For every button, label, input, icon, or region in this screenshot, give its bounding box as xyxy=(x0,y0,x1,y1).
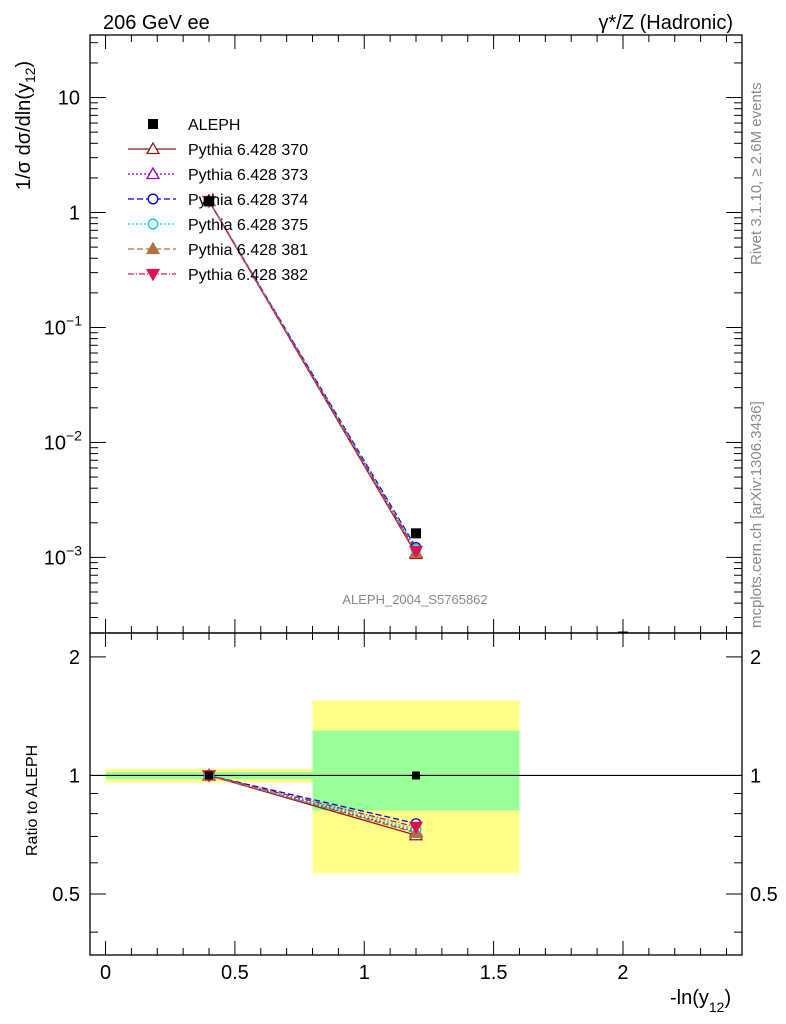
main-series-marker-5-1 xyxy=(408,545,424,559)
legend-label-0: Pythia 6.428 370 xyxy=(188,142,308,159)
y-tick-exp: −2 xyxy=(66,427,82,443)
y-tick-exp: −3 xyxy=(66,542,82,558)
ratio-series-marker-5-1 xyxy=(408,821,424,835)
legend-label-1: Pythia 6.428 373 xyxy=(188,167,308,184)
main-series-line-5 xyxy=(208,200,417,552)
uncertainty-bands xyxy=(105,700,520,874)
legend-label-data: ALEPH xyxy=(188,117,240,134)
x-tick-label: 0 xyxy=(100,962,111,984)
y-tick-base: 10 xyxy=(44,432,66,454)
x-axis-title: -ln(y12) xyxy=(670,987,731,1015)
legend-marker-0 xyxy=(145,141,161,155)
ratio-series-line-0 xyxy=(208,774,417,836)
x-tick-label: 0.5 xyxy=(221,962,249,984)
legend: ALEPH Pythia 6.428 370 Pythia 6.428 373 Pyt… xyxy=(128,117,308,284)
x-tick-label: 1 xyxy=(359,962,370,984)
y-tick-label: 10 xyxy=(58,88,80,110)
legend-marker-2 xyxy=(147,193,159,205)
series-lines xyxy=(208,200,417,836)
x-tick-label: 1.5 xyxy=(480,962,508,984)
y-tick-label: 1 xyxy=(69,203,80,225)
ratio-y-tick-label-right: 0.5 xyxy=(750,884,778,906)
band-green-1 xyxy=(312,730,520,811)
main-y-axis-title: 1/σ dσ/dln(y12) xyxy=(13,61,38,190)
header-right-text: γ*/Z (Hadronic) xyxy=(599,12,733,34)
mcplots-credit-text: mcplots.cern.ch [arXiv:1306.3436] xyxy=(748,401,765,628)
legend-label-3: Pythia 6.428 375 xyxy=(188,217,308,234)
ratio-series-line-5 xyxy=(208,774,417,828)
legend-label-2: Pythia 6.428 374 xyxy=(188,192,308,209)
y-tick-label: 10−2 xyxy=(44,427,82,454)
data-point-1 xyxy=(411,528,421,539)
ratio-data-point-0 xyxy=(205,771,214,780)
y-tick-base: 10 xyxy=(44,317,66,339)
legend-marker-5 xyxy=(145,268,161,282)
main-series-line-3 xyxy=(208,200,417,550)
legend-marker-4 xyxy=(145,241,161,255)
y-tick-label: 10−3 xyxy=(44,542,82,569)
data-point-0 xyxy=(204,196,215,207)
legend-marker-3 xyxy=(147,218,159,230)
ratio-data-point-1 xyxy=(412,771,420,780)
ratio-y-tick-label-left: 1 xyxy=(69,765,80,787)
analysis-watermark: ALEPH_2004_S5765862 xyxy=(342,592,487,607)
ratio-y-axis-title: Ratio to ALEPH xyxy=(24,745,41,856)
ratio-y-tick-label-left: 2 xyxy=(69,647,80,669)
rivet-version-text: Rivet 3.1.10, ≥ 2.6M events xyxy=(748,83,765,266)
ratio-y-tick-label-right: 1 xyxy=(750,765,761,787)
legend-marker-1 xyxy=(145,166,161,180)
y-tick-label: 10−1 xyxy=(44,312,82,339)
legend-marker-data xyxy=(148,119,158,129)
y-tick-base: 10 xyxy=(44,547,66,569)
legend-label-5: Pythia 6.428 382 xyxy=(188,267,308,284)
header-left-text: 206 GeV ee xyxy=(103,12,210,34)
x-tick-label: 2 xyxy=(617,962,628,984)
ratio-y-tick-label-right: 2 xyxy=(750,647,761,669)
legend-label-4: Pythia 6.428 381 xyxy=(188,242,308,259)
y-tick-exp: −1 xyxy=(66,312,82,328)
ratio-y-tick-label-left: 0.5 xyxy=(52,884,80,906)
